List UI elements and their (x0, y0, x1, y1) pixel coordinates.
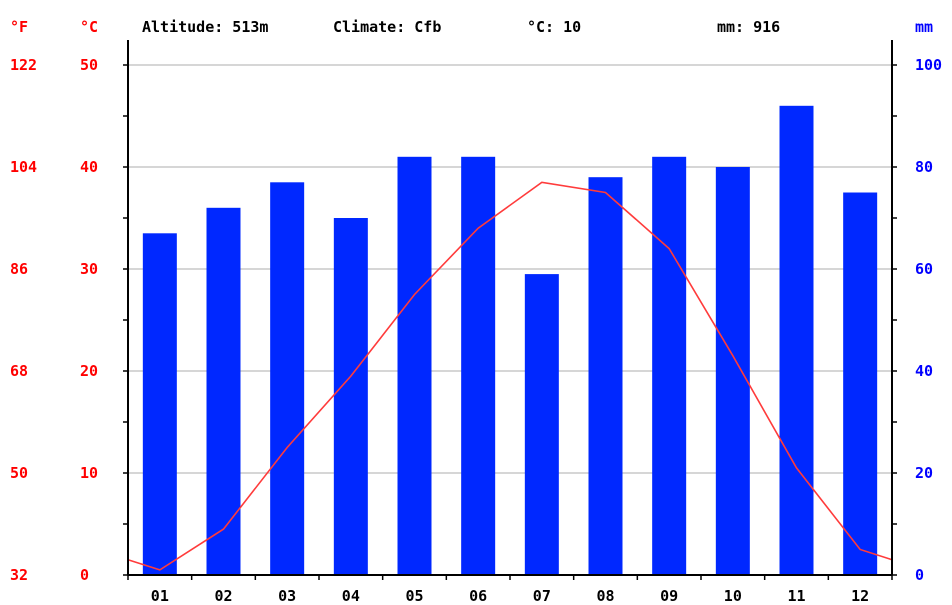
mean-temp-label: °C: 10 (527, 18, 581, 36)
fahrenheit-tick-labels: 32 50 68 86 104 122 (10, 56, 37, 584)
celsius-tick-label: 0 (80, 566, 89, 584)
precip-bar (715, 167, 750, 575)
month-tick-label: 07 (533, 587, 551, 605)
fahrenheit-tick-label: 50 (10, 464, 28, 482)
precip-bar (461, 156, 496, 576)
fahrenheit-tick-label: 32 (10, 566, 28, 584)
precip-bar (524, 274, 559, 575)
precipitation-bars (142, 105, 878, 576)
month-tick-label: 01 (151, 587, 169, 605)
precip-bar (779, 105, 814, 576)
month-tick-label: 05 (405, 587, 423, 605)
celsius-unit-label: °C (80, 18, 98, 36)
celsius-tick-label: 50 (80, 56, 98, 74)
month-tick-label: 09 (660, 587, 678, 605)
annual-precip-label: mm: 916 (717, 18, 780, 36)
precip-bar (333, 218, 368, 575)
precip-bar (206, 207, 241, 576)
axes (123, 40, 897, 580)
precip-bar (270, 182, 305, 576)
precip-bar (588, 177, 623, 575)
celsius-tick-label: 10 (80, 464, 98, 482)
climate-label: Climate: Cfb (333, 18, 441, 36)
celsius-tick-labels: 0 10 20 30 40 50 (80, 56, 98, 584)
fahrenheit-tick-label: 104 (10, 158, 37, 176)
month-tick-label: 06 (469, 587, 487, 605)
fahrenheit-unit-label: °F (10, 18, 28, 36)
gridlines (128, 64, 892, 474)
month-tick-label: 08 (596, 587, 614, 605)
precip-bar (652, 156, 687, 576)
mm-tick-label: 80 (915, 158, 933, 176)
precip-bar (142, 233, 177, 576)
mm-tick-label: 100 (915, 56, 942, 74)
mm-tick-label: 0 (915, 566, 924, 584)
celsius-tick-label: 30 (80, 260, 98, 278)
precip-bar (397, 156, 432, 576)
month-tick-label: 11 (787, 587, 805, 605)
fahrenheit-tick-label: 86 (10, 260, 28, 278)
month-tick-label: 04 (342, 587, 360, 605)
celsius-tick-label: 40 (80, 158, 98, 176)
fahrenheit-tick-label: 122 (10, 56, 37, 74)
precip-bar (843, 192, 878, 575)
altitude-label: Altitude: 513m (142, 18, 268, 36)
month-tick-label: 03 (278, 587, 296, 605)
month-tick-label: 12 (851, 587, 869, 605)
mm-tick-label: 60 (915, 260, 933, 278)
month-tick-label: 10 (724, 587, 742, 605)
mm-unit-label: mm (915, 18, 933, 36)
month-tick-label: 02 (214, 587, 232, 605)
temperature-line-group (127, 181, 893, 571)
mm-tick-labels: 0 20 40 60 80 100 (915, 56, 942, 584)
month-tick-labels: 01 02 03 04 05 06 07 08 09 10 11 12 (151, 587, 869, 605)
mm-tick-label: 40 (915, 362, 933, 380)
celsius-tick-label: 20 (80, 362, 98, 380)
temperature-line (127, 181, 893, 571)
mm-tick-label: 20 (915, 464, 933, 482)
fahrenheit-tick-label: 68 (10, 362, 28, 380)
